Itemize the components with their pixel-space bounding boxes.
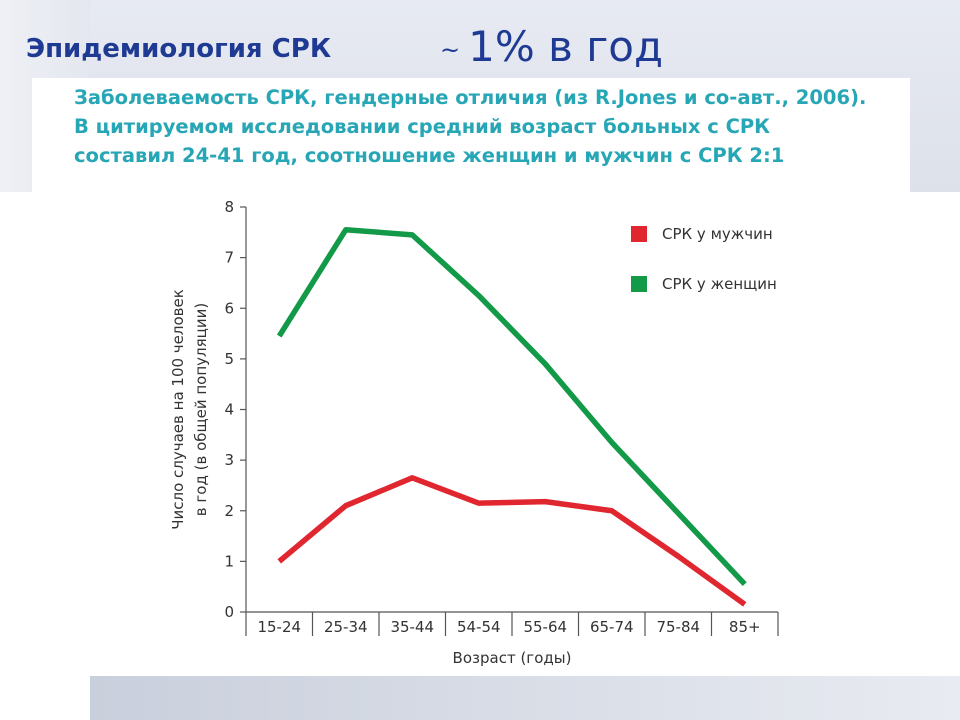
x-tick-label: 75-84 — [656, 618, 700, 636]
y-tick-label: 5 — [224, 350, 234, 368]
y-tick-label: 0 — [224, 603, 234, 621]
content-panel — [32, 78, 910, 676]
series-line-men — [277, 475, 747, 607]
background-band-bottom — [90, 676, 960, 720]
x-tick-label: 25-34 — [324, 618, 368, 636]
x-axis-title: Возраст (годы) — [453, 649, 572, 667]
slide-subtitle: ~1% в год — [440, 22, 663, 71]
legend-label: СРК у женщин — [662, 275, 777, 293]
y-tick-label: 1 — [224, 552, 234, 570]
legend-swatch — [631, 276, 647, 292]
y-tick-label: 2 — [224, 502, 234, 520]
y-tick-label: 8 — [224, 198, 234, 216]
legend-swatch — [631, 226, 647, 242]
x-tick-label: 54-54 — [457, 618, 501, 636]
x-tick-label: 55-64 — [523, 618, 567, 636]
y-tick-label: 7 — [224, 249, 234, 267]
x-axis: 15-24 25-34 35-44 54-54 55-64 65-74 75-84 85+ — [245, 611, 779, 636]
y-tick-label: 6 — [224, 299, 234, 317]
chart-series — [276, 227, 747, 607]
series-line-women — [276, 227, 747, 587]
x-tick-label: 15-24 — [257, 618, 301, 636]
x-tick-label: 35-44 — [390, 618, 434, 636]
y-axis-title-line2: в год (в общей популяции) — [192, 303, 210, 516]
chart-legend: СРК у мужчин СРК у женщин — [631, 225, 777, 293]
slide-title: Эпидемиология СРК — [26, 34, 332, 64]
subtitle-tilde: ~ — [440, 35, 461, 64]
legend-label: СРК у мужчин — [662, 225, 773, 243]
y-tick-label: 4 — [224, 401, 234, 419]
x-tick-label: 65-74 — [590, 618, 634, 636]
y-axis-title-line1: Число случаев на 100 человек — [169, 289, 187, 530]
y-tick-label: 3 — [224, 451, 234, 469]
x-tick-label: 85+ — [729, 618, 761, 636]
subtitle-value: 1% в год — [468, 22, 663, 71]
y-axis: 0 1 2 3 4 5 6 7 8 — [224, 198, 247, 621]
chart-caption: Заболеваемость СРК, гендерные отличия (и… — [74, 86, 867, 167]
